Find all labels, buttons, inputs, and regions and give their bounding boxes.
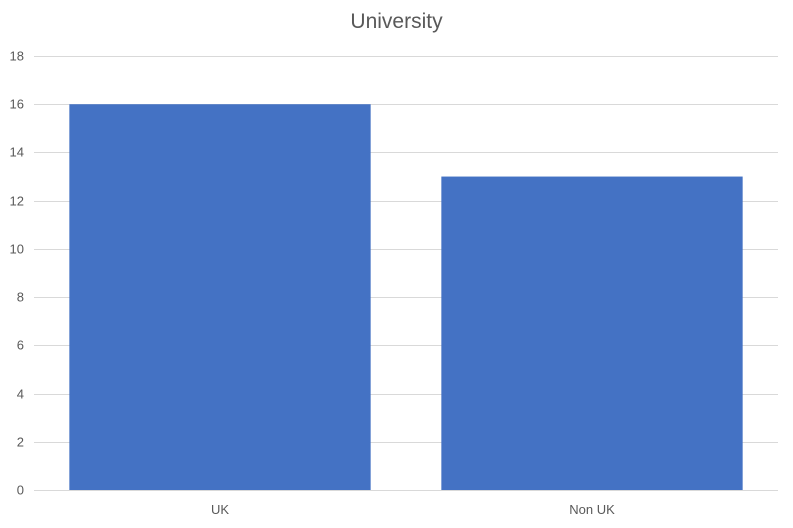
x-axis-category-labels: UK Non UK <box>211 502 615 517</box>
y-tick-label: 8 <box>17 290 24 305</box>
y-tick-label: 6 <box>17 338 24 353</box>
y-axis-tick-labels: 0 2 4 6 8 10 12 14 16 18 <box>10 49 24 498</box>
x-category-label: UK <box>211 502 229 517</box>
y-tick-label: 14 <box>10 145 24 160</box>
y-tick-label: 12 <box>10 194 24 209</box>
y-tick-label: 18 <box>10 49 24 64</box>
y-tick-label: 10 <box>10 242 24 257</box>
y-tick-label: 2 <box>17 435 24 450</box>
chart-title: University <box>350 10 443 33</box>
bars <box>69 104 743 491</box>
y-tick-label: 4 <box>17 387 24 402</box>
y-tick-label: 0 <box>17 483 24 498</box>
x-category-label: Non UK <box>569 502 615 517</box>
bar-uk <box>69 104 371 490</box>
bar-non-uk <box>441 176 743 491</box>
y-tick-label: 16 <box>10 97 24 112</box>
